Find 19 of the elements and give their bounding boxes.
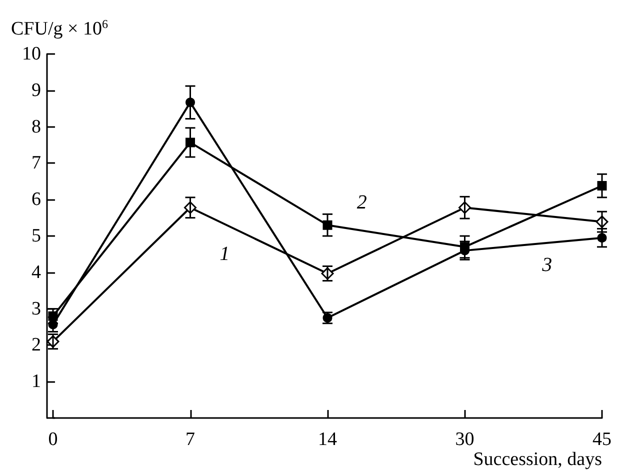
series-label: 2 xyxy=(356,192,367,214)
series-label: 3 xyxy=(541,254,552,276)
y-tick-label: 3 xyxy=(32,298,41,320)
y-tick-label: 9 xyxy=(32,80,41,101)
x-tick-label: 14 xyxy=(318,429,338,450)
x-tick-label: 30 xyxy=(455,429,474,450)
y-tick-label: 8 xyxy=(32,116,41,138)
x-tick-label: 45 xyxy=(592,429,612,450)
y-tick-label: 6 xyxy=(32,189,41,210)
y-tick-label: 10 xyxy=(22,44,41,64)
x-tick-label: 7 xyxy=(186,429,195,450)
y-tick-label: 1 xyxy=(32,371,41,392)
y-tick-label: 2 xyxy=(32,334,41,356)
y-tick-label: 4 xyxy=(32,262,42,283)
y-tick-label: 7 xyxy=(32,152,41,174)
y-tick-label: 5 xyxy=(32,226,41,246)
x-tick-label: 0 xyxy=(48,429,58,450)
series-label: 1 xyxy=(220,243,230,266)
x-axis-title: Succession, days xyxy=(473,449,602,470)
